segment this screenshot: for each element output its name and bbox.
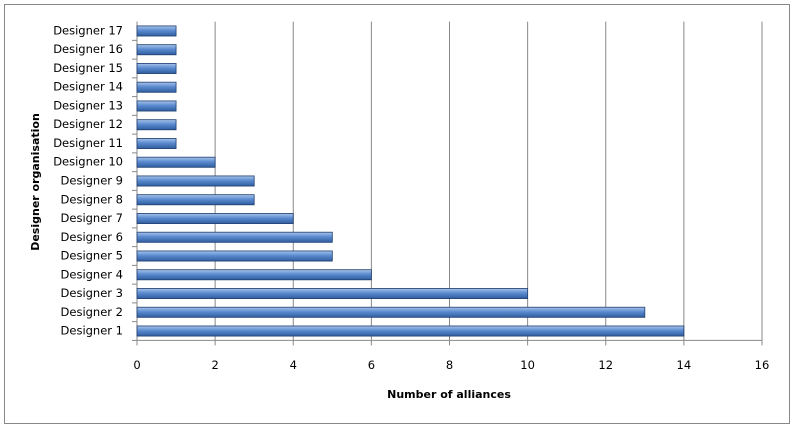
bar <box>136 213 294 224</box>
y-tick-label: Designer 12 <box>53 117 123 131</box>
bar <box>136 100 177 112</box>
chart-border <box>4 4 790 424</box>
bar <box>136 250 333 262</box>
x-tick-label: 6 <box>368 358 375 372</box>
bar <box>136 269 372 281</box>
x-tick-label: 12 <box>598 358 613 372</box>
bar <box>136 25 177 37</box>
y-tick-label: Designer 5 <box>61 249 123 263</box>
x-axis-title: Number of alliances <box>387 388 511 401</box>
x-tick-label: 4 <box>290 358 297 372</box>
y-tick-label: Designer 14 <box>53 80 123 94</box>
bar <box>136 81 177 93</box>
y-tick-label: Designer 10 <box>53 155 123 169</box>
bar <box>136 231 333 243</box>
y-axis-title: Designer organisation <box>29 113 42 251</box>
bar <box>136 306 646 318</box>
y-tick-label: Designer 2 <box>61 305 123 319</box>
y-tick-label: Designer 16 <box>53 42 123 56</box>
y-tick-label: Designer 7 <box>61 211 123 225</box>
y-tick-label: Designer 13 <box>53 98 123 112</box>
y-tick-label: Designer 3 <box>61 286 123 300</box>
bar <box>136 156 216 168</box>
x-tick-label: 16 <box>755 358 770 372</box>
bar <box>136 63 177 74</box>
x-tick-label: 8 <box>446 358 453 372</box>
x-tick-label: 10 <box>520 358 535 372</box>
x-tick-label: 2 <box>211 358 218 372</box>
y-tick-label: Designer 4 <box>61 267 123 281</box>
bar <box>136 194 255 206</box>
bar <box>136 325 685 337</box>
bar <box>136 175 255 187</box>
y-tick-label: Designer 6 <box>61 230 123 244</box>
bar <box>136 288 529 299</box>
y-tick-label: Designer 8 <box>61 192 123 206</box>
y-tick-label: Designer 15 <box>53 61 123 75</box>
y-tick-label: Designer 11 <box>53 136 123 150</box>
y-tick-label: Designer 9 <box>61 174 123 188</box>
bar <box>136 44 177 56</box>
bar <box>136 138 177 149</box>
bar <box>136 119 177 131</box>
y-tick-label: Designer 17 <box>53 23 123 37</box>
x-tick-label: 14 <box>677 358 692 372</box>
y-tick-label: Designer 1 <box>61 324 123 338</box>
x-tick-label: 0 <box>133 358 140 372</box>
